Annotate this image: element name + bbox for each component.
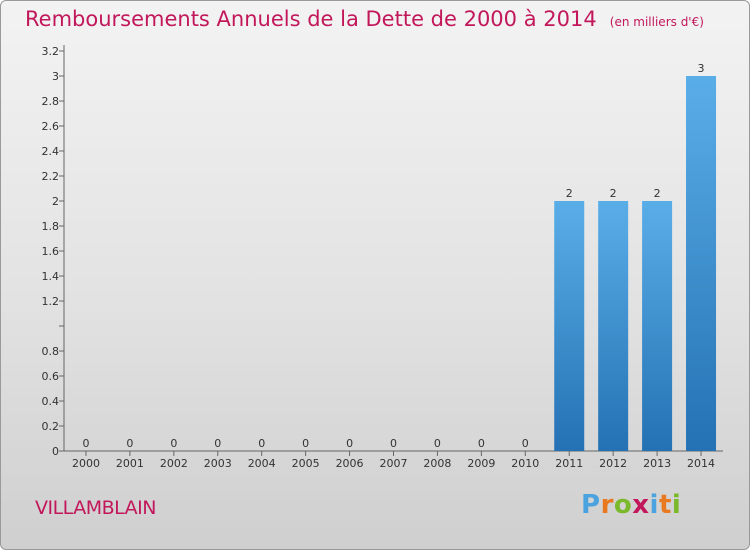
x-tick-label: 2007 (380, 457, 408, 470)
x-tick-label: 2001 (116, 457, 144, 470)
x-tick-label: 2000 (72, 457, 100, 470)
x-tick-label: 2012 (599, 457, 627, 470)
axes: 0 0.2 0.4 0.6 0.8 1.2 1.4 1.6 1.8 2 2.2 2.4 2.6 2.8 3 3… (42, 45, 723, 458)
proxiti-logo: Proxiti (581, 490, 681, 520)
bar-2014 (686, 76, 717, 451)
bar-2013 (642, 201, 673, 451)
chart-title: Remboursements Annuels de la Dette de 20… (25, 7, 704, 31)
data-label-2001: 0 (126, 437, 133, 450)
data-label-2008: 0 (434, 437, 441, 450)
logo-letter: i (649, 490, 659, 520)
y-tick-label: 2.4 (42, 145, 60, 158)
logo-letter: r (600, 490, 614, 520)
data-label-2013: 2 (654, 187, 661, 200)
y-tick-label: 0.8 (42, 345, 60, 358)
x-tick-label: 2011 (555, 457, 583, 470)
y-tick-label: 3 (52, 70, 59, 83)
data-label-2007: 0 (390, 437, 397, 450)
x-tick-label: 2005 (292, 457, 320, 470)
logo-letter: i (671, 490, 682, 520)
x-tick-label: 2004 (248, 457, 276, 470)
x-tick-label: 2006 (336, 457, 364, 470)
data-label-2005: 0 (302, 437, 309, 450)
unit-text: (en milliers d'€) (609, 15, 704, 29)
x-tick-label: 2002 (160, 457, 188, 470)
data-label-2011: 2 (566, 187, 573, 200)
y-tick-label: 0.4 (42, 395, 60, 408)
logo-letter: o (613, 490, 633, 520)
title-text: Remboursements Annuels de la Dette de 20… (25, 7, 597, 31)
x-tick-label: 2008 (423, 457, 451, 470)
y-tick-label: 2.6 (42, 120, 60, 133)
logo-letter: t (658, 490, 672, 520)
logo-letter: P (581, 490, 601, 520)
x-tick-label: 2013 (643, 457, 671, 470)
data-label-2000: 0 (82, 437, 89, 450)
y-tick-label: 2 (52, 195, 59, 208)
x-tick-label: 2003 (204, 457, 232, 470)
x-tick-label: 2010 (511, 457, 539, 470)
data-label-2004: 0 (258, 437, 265, 450)
data-label-2009: 0 (478, 437, 485, 450)
x-tick-label: 2009 (467, 457, 495, 470)
y-tick-label: 3.2 (42, 45, 60, 58)
data-label-2010: 0 (522, 437, 529, 450)
bar-2012 (598, 201, 629, 451)
y-tick-label: 0.2 (42, 420, 60, 433)
commune-name: VILLAMBLAIN (35, 497, 156, 519)
y-tick-label: 2.8 (42, 95, 60, 108)
bars (554, 76, 717, 451)
y-tick-label: 2.2 (42, 170, 60, 183)
y-tick-label: 1.6 (42, 245, 60, 258)
y-tick-label: 1.4 (42, 270, 60, 283)
data-label-2002: 0 (170, 437, 177, 450)
y-tick-label: 0 (52, 445, 59, 458)
y-tick-label: 0.6 (42, 370, 60, 383)
y-tick-label: 1.8 (42, 220, 60, 233)
logo-letter: x (632, 490, 650, 520)
y-tick-label: 1.2 (42, 295, 60, 308)
bar-2011 (554, 201, 585, 451)
data-label-2006: 0 (346, 437, 353, 450)
data-label-2014: 3 (698, 62, 705, 75)
labels: 2000020010200202003020040200502006020070… (72, 62, 715, 470)
x-tick-label: 2014 (687, 457, 715, 470)
data-label-2003: 0 (214, 437, 221, 450)
data-label-2012: 2 (610, 187, 617, 200)
